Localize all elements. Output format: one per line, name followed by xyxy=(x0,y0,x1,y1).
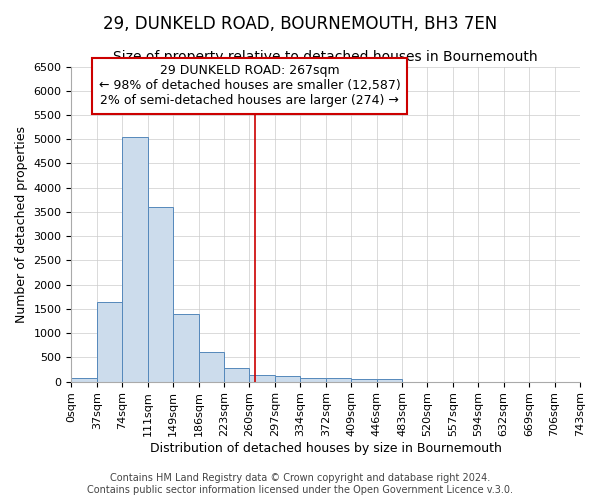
Bar xyxy=(275,376,300,382)
Bar xyxy=(351,379,377,382)
Bar xyxy=(148,207,173,382)
X-axis label: Distribution of detached houses by size in Bournemouth: Distribution of detached houses by size … xyxy=(150,442,502,455)
Bar xyxy=(173,314,199,382)
Bar xyxy=(122,137,148,382)
Bar xyxy=(377,379,402,382)
Bar xyxy=(71,378,97,382)
Text: Contains HM Land Registry data © Crown copyright and database right 2024.
Contai: Contains HM Land Registry data © Crown c… xyxy=(87,474,513,495)
Y-axis label: Number of detached properties: Number of detached properties xyxy=(15,126,28,322)
Bar xyxy=(326,378,351,382)
Bar xyxy=(97,302,122,382)
Bar xyxy=(224,368,250,382)
Bar xyxy=(199,352,224,382)
Text: 29 DUNKELD ROAD: 267sqm
← 98% of detached houses are smaller (12,587)
2% of semi: 29 DUNKELD ROAD: 267sqm ← 98% of detache… xyxy=(98,64,400,108)
Text: 29, DUNKELD ROAD, BOURNEMOUTH, BH3 7EN: 29, DUNKELD ROAD, BOURNEMOUTH, BH3 7EN xyxy=(103,15,497,33)
Bar xyxy=(300,378,326,382)
Title: Size of property relative to detached houses in Bournemouth: Size of property relative to detached ho… xyxy=(113,50,538,64)
Bar xyxy=(250,376,275,382)
